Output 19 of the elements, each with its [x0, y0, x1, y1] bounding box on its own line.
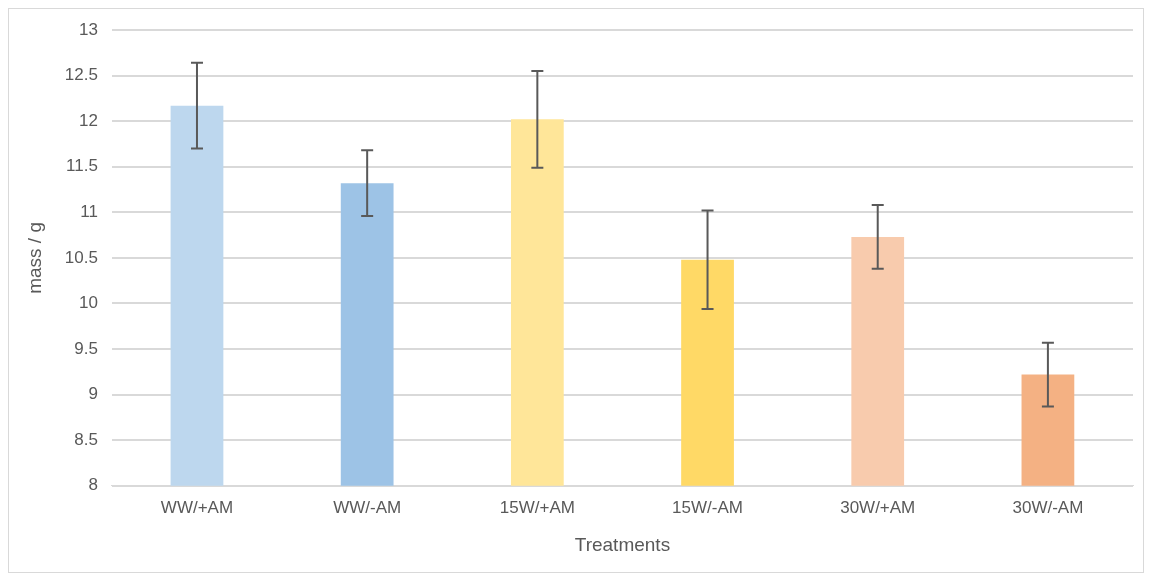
x-tick-label: 15W/+AM: [499, 497, 575, 517]
y-tick-label: 9: [88, 384, 98, 404]
y-tick-label: 10: [78, 293, 98, 313]
x-tick-label: 30W/+AM: [840, 497, 916, 517]
x-tick-label: 15W/-AM: [672, 497, 743, 517]
y-tick-label: 9.5: [74, 338, 98, 358]
y-tick-label: 10.5: [64, 247, 98, 267]
y-tick-label: 12.5: [64, 65, 98, 85]
y-tick-label: 12: [78, 110, 98, 130]
y-tick-label: 11.5: [66, 156, 98, 176]
y-axis-title: mass / g: [23, 221, 45, 294]
x-tick-label: 30W/-AM: [1012, 497, 1084, 517]
x-axis-title: Treatments: [574, 533, 671, 555]
y-tick-label: 8.5: [74, 429, 98, 449]
y-tick-label: 8: [88, 475, 98, 495]
x-tick-label: WW/-AM: [333, 497, 402, 517]
y-tick-label: 11: [80, 202, 98, 222]
x-tick-label: WW/+AM: [160, 497, 234, 517]
y-tick-label: 13: [78, 19, 98, 39]
